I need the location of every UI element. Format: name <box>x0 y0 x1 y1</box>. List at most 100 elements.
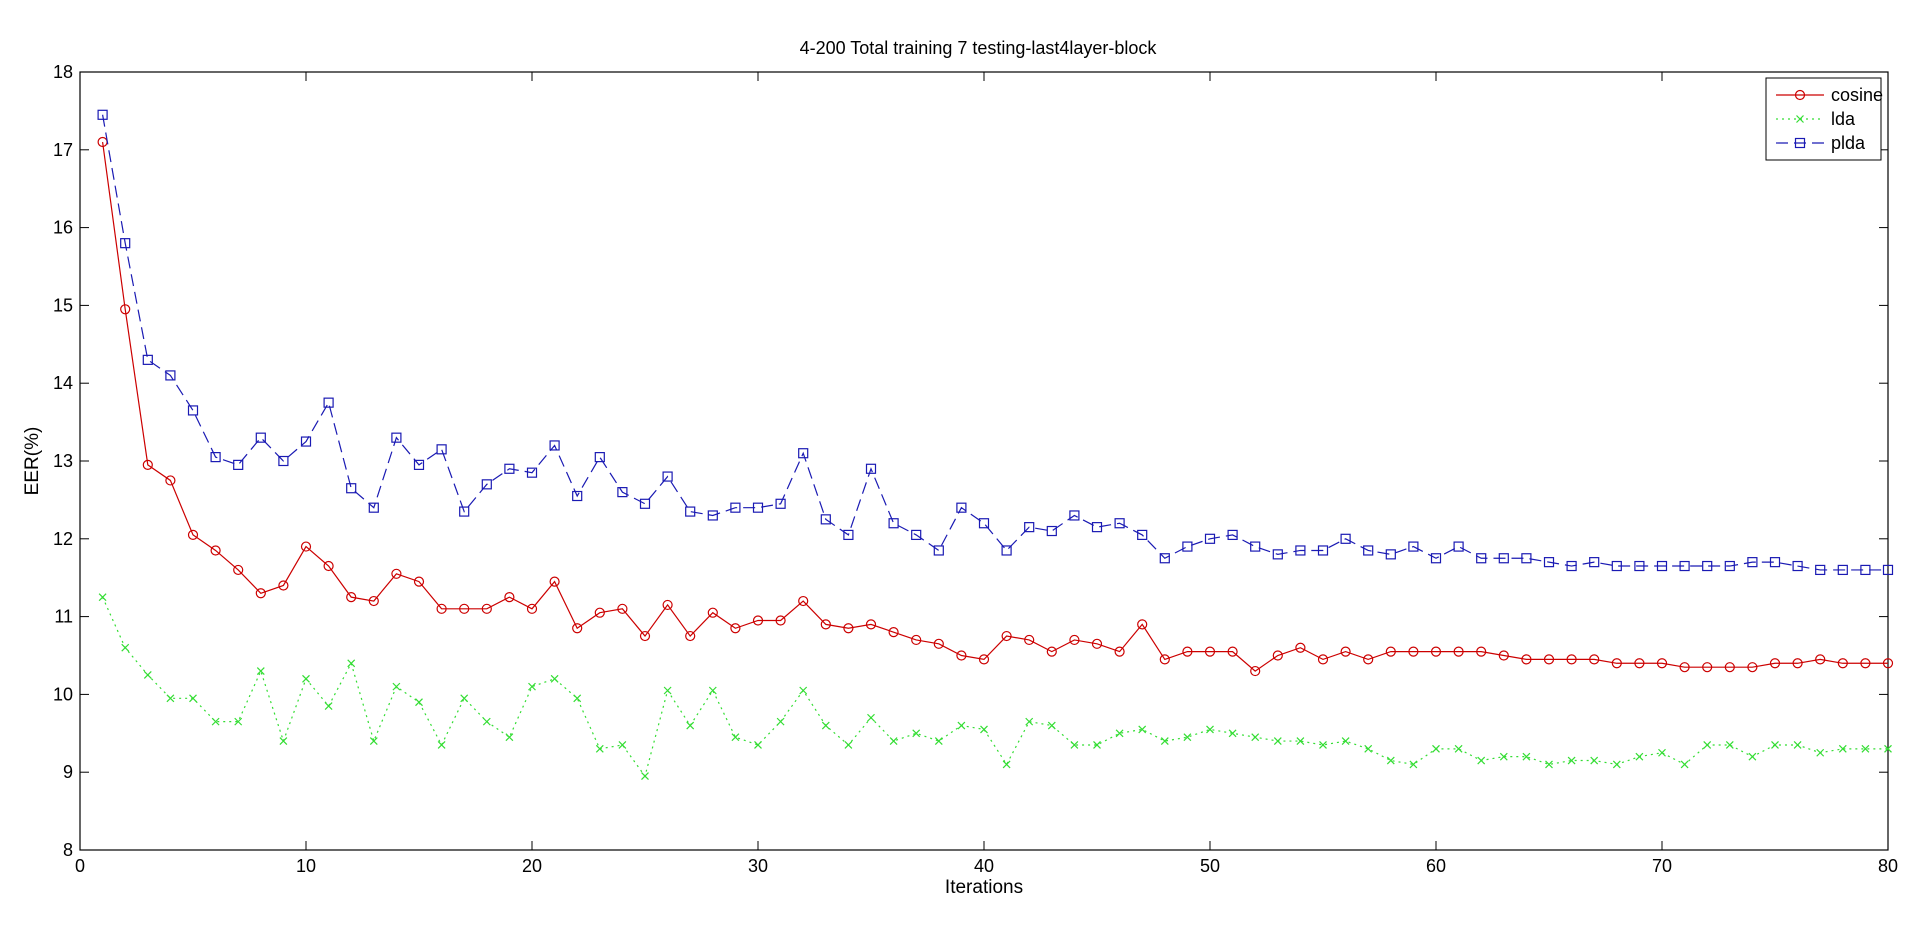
x-marker-stroke <box>1432 744 1440 753</box>
legend: cosine lda plda <box>1765 77 1883 161</box>
data-point-plda <box>323 397 334 408</box>
x-marker-stroke <box>731 733 740 742</box>
data-point-plda <box>1046 525 1057 537</box>
data-point-lda <box>1160 737 1169 746</box>
data-point-cosine <box>436 603 447 614</box>
data-point-lda <box>528 682 536 691</box>
data-point-plda <box>572 490 583 502</box>
data-point-plda <box>187 405 199 416</box>
data-point-lda <box>1251 733 1260 742</box>
data-point-cosine <box>978 654 990 665</box>
data-point-plda <box>255 432 266 443</box>
x-marker-stroke <box>505 733 514 742</box>
data-point-lda <box>1725 741 1734 749</box>
data-point-plda <box>1476 553 1487 564</box>
data-point-lda <box>550 674 559 683</box>
data-point-lda <box>934 737 943 746</box>
data-point-lda <box>460 694 469 703</box>
data-point-cosine <box>820 619 831 630</box>
data-point-plda <box>1182 541 1193 552</box>
data-point-plda <box>1656 560 1668 572</box>
x-marker-stroke <box>324 702 333 710</box>
data-point-cosine <box>142 459 153 470</box>
data-point-lda <box>482 717 491 726</box>
data-point-cosine <box>1543 654 1555 665</box>
x-marker-stroke <box>1364 744 1373 753</box>
chart-title: 4-200 Total training 7 testing-last4laye… <box>800 38 1158 58</box>
legend-label-lda: lda <box>1831 109 1856 129</box>
data-point-cosine <box>888 627 899 638</box>
data-point-lda <box>1884 744 1892 753</box>
legend-marker-plda <box>1794 137 1806 149</box>
data-point-lda <box>573 694 582 703</box>
data-point-cosine <box>1340 646 1351 657</box>
y-tick-label: 10 <box>53 684 73 704</box>
data-point-cosine <box>1227 646 1238 657</box>
data-point-lda <box>867 713 875 722</box>
data-point-cosine <box>1837 658 1848 669</box>
data-point-lda <box>1635 752 1644 761</box>
x-marker-stroke <box>1658 748 1666 757</box>
data-point-lda <box>912 729 921 738</box>
data-point-cosine <box>572 623 583 634</box>
data-point-lda <box>708 686 717 695</box>
data-point-lda <box>1070 741 1079 749</box>
x-tick-label: 80 <box>1878 856 1898 876</box>
y-tick-label: 17 <box>53 140 73 160</box>
data-point-plda <box>278 455 289 467</box>
data-point-cosine <box>1295 642 1306 653</box>
x-marker-stroke <box>1138 725 1147 734</box>
data-point-lda <box>1047 721 1056 730</box>
data-point-cosine <box>1453 646 1464 657</box>
x-marker-stroke <box>957 721 966 730</box>
data-point-plda <box>1317 545 1329 556</box>
data-point-cosine <box>255 588 266 599</box>
data-point-lda <box>1680 760 1689 769</box>
legend-label-plda: plda <box>1831 133 1866 153</box>
x-marker-stroke <box>482 717 491 726</box>
y-tick-label: 9 <box>63 762 73 782</box>
data-point-cosine <box>459 603 470 614</box>
x-marker-stroke <box>234 717 243 726</box>
x-marker-stroke <box>1477 756 1486 765</box>
series-line-lda <box>102 596 1888 778</box>
data-point-plda <box>300 436 312 447</box>
x-tick-label: 20 <box>522 856 542 876</box>
data-point-cosine <box>1069 634 1080 646</box>
x-marker-stroke <box>1047 721 1056 730</box>
data-point-cosine <box>549 576 560 587</box>
data-point-cosine <box>798 595 809 607</box>
data-point-lda <box>392 682 401 691</box>
data-point-plda <box>549 440 560 451</box>
data-point-plda <box>1453 541 1464 552</box>
data-point-plda <box>526 467 538 478</box>
x-marker-stroke <box>1206 725 1214 734</box>
data-point-cosine <box>1656 658 1668 669</box>
x-tick-label: 70 <box>1652 856 1672 876</box>
data-point-plda <box>165 370 176 381</box>
data-point-cosine <box>685 630 696 642</box>
x-marker-stroke <box>1160 737 1169 746</box>
data-point-lda <box>121 643 130 652</box>
data-point-plda <box>888 518 899 529</box>
data-point-plda <box>1498 553 1509 564</box>
x-marker-stroke <box>618 741 627 749</box>
x-marker-stroke <box>1771 741 1779 749</box>
data-point-lda <box>1093 741 1101 749</box>
data-point-lda <box>595 744 604 753</box>
data-point-plda <box>1837 564 1848 576</box>
x-marker-stroke <box>1025 717 1034 726</box>
data-point-plda <box>1408 541 1419 552</box>
y-tick-label: 12 <box>53 529 73 549</box>
data-point-plda <box>1430 553 1442 564</box>
data-point-lda <box>505 733 514 742</box>
x-marker-stroke <box>528 682 536 691</box>
data-point-cosine <box>391 568 402 579</box>
data-point-plda <box>1769 557 1781 568</box>
data-point-plda <box>1521 553 1532 564</box>
series-lda <box>98 593 1892 781</box>
data-point-cosine <box>323 560 334 572</box>
x-marker-stroke <box>143 671 152 679</box>
data-point-plda <box>436 444 447 455</box>
